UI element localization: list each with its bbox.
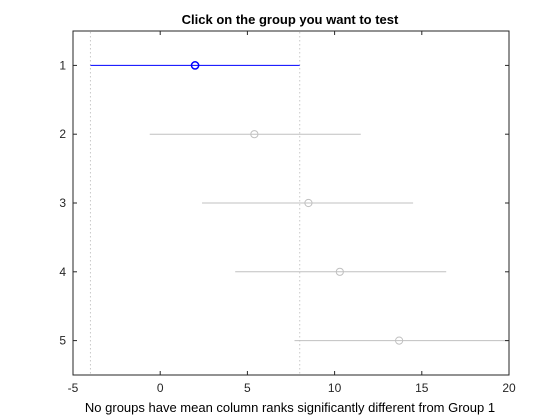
group-1-interval[interactable]: [90, 61, 300, 70]
group-1-mean-marker[interactable]: [190, 61, 200, 70]
x-tick-label: 5: [244, 381, 251, 395]
x-tick-label: 20: [502, 381, 516, 395]
x-tick-label: 10: [328, 381, 342, 395]
x-axis: -5 0 5 10 15 20: [68, 31, 516, 395]
x-tick-label: -5: [68, 381, 79, 395]
x-tick-label: 0: [157, 381, 164, 395]
y-tick-label: 4: [59, 265, 66, 279]
group-5-mean-marker[interactable]: [395, 336, 404, 345]
group-4-mean-marker[interactable]: [335, 267, 344, 276]
group-3-mean-marker[interactable]: [304, 198, 313, 208]
group-3-interval[interactable]: [202, 198, 414, 208]
x-axis-label: No groups have mean column ranks signifi…: [85, 400, 495, 415]
y-tick-label: 5: [59, 334, 66, 348]
y-tick-label: 2: [59, 127, 66, 141]
group-intervals: [90, 61, 508, 345]
reference-lines: [89, 32, 301, 374]
chart-title: Click on the group you want to test: [182, 12, 399, 27]
y-tick-label: 1: [59, 58, 66, 72]
y-axis: 1 2 3 4 5: [59, 58, 509, 348]
group-2-mean-marker[interactable]: [250, 130, 259, 139]
group-5-interval[interactable]: [294, 336, 508, 345]
group-4-interval[interactable]: [235, 267, 447, 276]
x-tick-label: 15: [415, 381, 429, 395]
y-tick-label: 3: [59, 196, 66, 210]
group-2-interval[interactable]: [149, 130, 361, 139]
